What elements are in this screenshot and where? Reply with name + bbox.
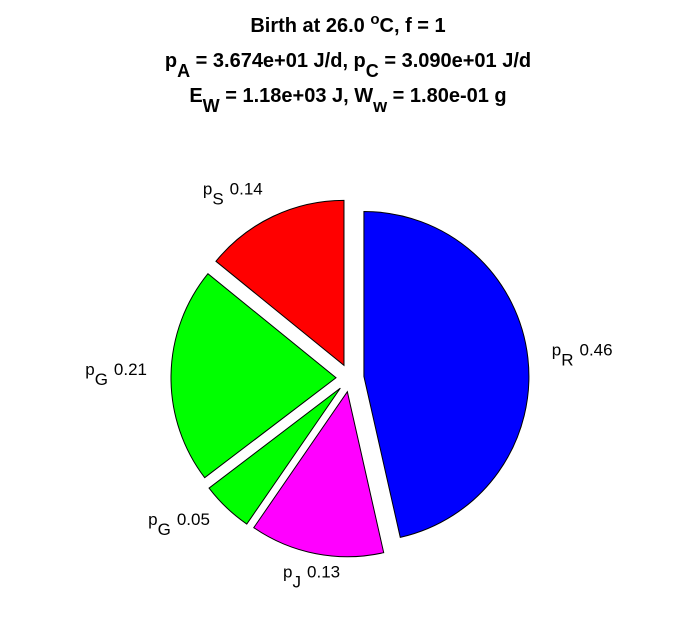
- label-name: p: [552, 340, 561, 359]
- title-part: C, f = 1: [380, 15, 446, 37]
- label-sub: J: [293, 572, 302, 591]
- title-part: = 3.090e+01 J/d: [379, 50, 531, 72]
- title-part: E: [189, 85, 202, 107]
- slice-label: pS 0.14: [203, 180, 263, 209]
- pie-slice: [215, 199, 345, 367]
- slice-label: pR 0.46: [552, 340, 613, 369]
- pie-slice: [253, 390, 385, 558]
- chart-title: Birth at 26.0 oC, f = 1: [250, 11, 445, 38]
- title-part: = 1.80e-01 g: [387, 85, 507, 107]
- chart-title: EW = 1.18e+03 J, Ww = 1.80e-01 g: [189, 85, 506, 116]
- title-part: o: [370, 11, 379, 28]
- label-sub: G: [158, 519, 171, 538]
- slice-label: pJ 0.13: [283, 562, 340, 591]
- pie-slice: [208, 387, 341, 525]
- title-part: = 3.674e+01 J/d, p: [190, 50, 366, 72]
- slice-label: pG 0.05: [148, 510, 210, 539]
- label-sub: G: [95, 369, 108, 388]
- pie-slice: [363, 210, 530, 538]
- label-value: 0.46: [579, 340, 612, 359]
- label-name: p: [85, 360, 94, 379]
- label-name: p: [148, 510, 157, 529]
- title-part: p: [165, 50, 177, 72]
- title-part: W: [203, 96, 220, 116]
- label-value: 0.14: [230, 180, 263, 199]
- title-part: C: [366, 61, 379, 81]
- label-name: p: [203, 180, 212, 199]
- label-sub: R: [561, 350, 573, 369]
- label-value: 0.05: [177, 510, 210, 529]
- label-value: 0.13: [307, 562, 340, 581]
- title-part: Birth at 26.0: [250, 15, 370, 37]
- pie-slice: [170, 273, 337, 479]
- title-part: = 1.18e+03 J, W: [220, 85, 374, 107]
- title-part: A: [177, 61, 190, 81]
- chart-title: pA = 3.674e+01 J/d, pC = 3.090e+01 J/d: [165, 50, 531, 81]
- slice-label: pG 0.21: [85, 360, 147, 389]
- label-value: 0.21: [114, 360, 147, 379]
- label-name: p: [283, 562, 292, 581]
- title-part: w: [372, 96, 388, 116]
- label-sub: S: [212, 189, 223, 208]
